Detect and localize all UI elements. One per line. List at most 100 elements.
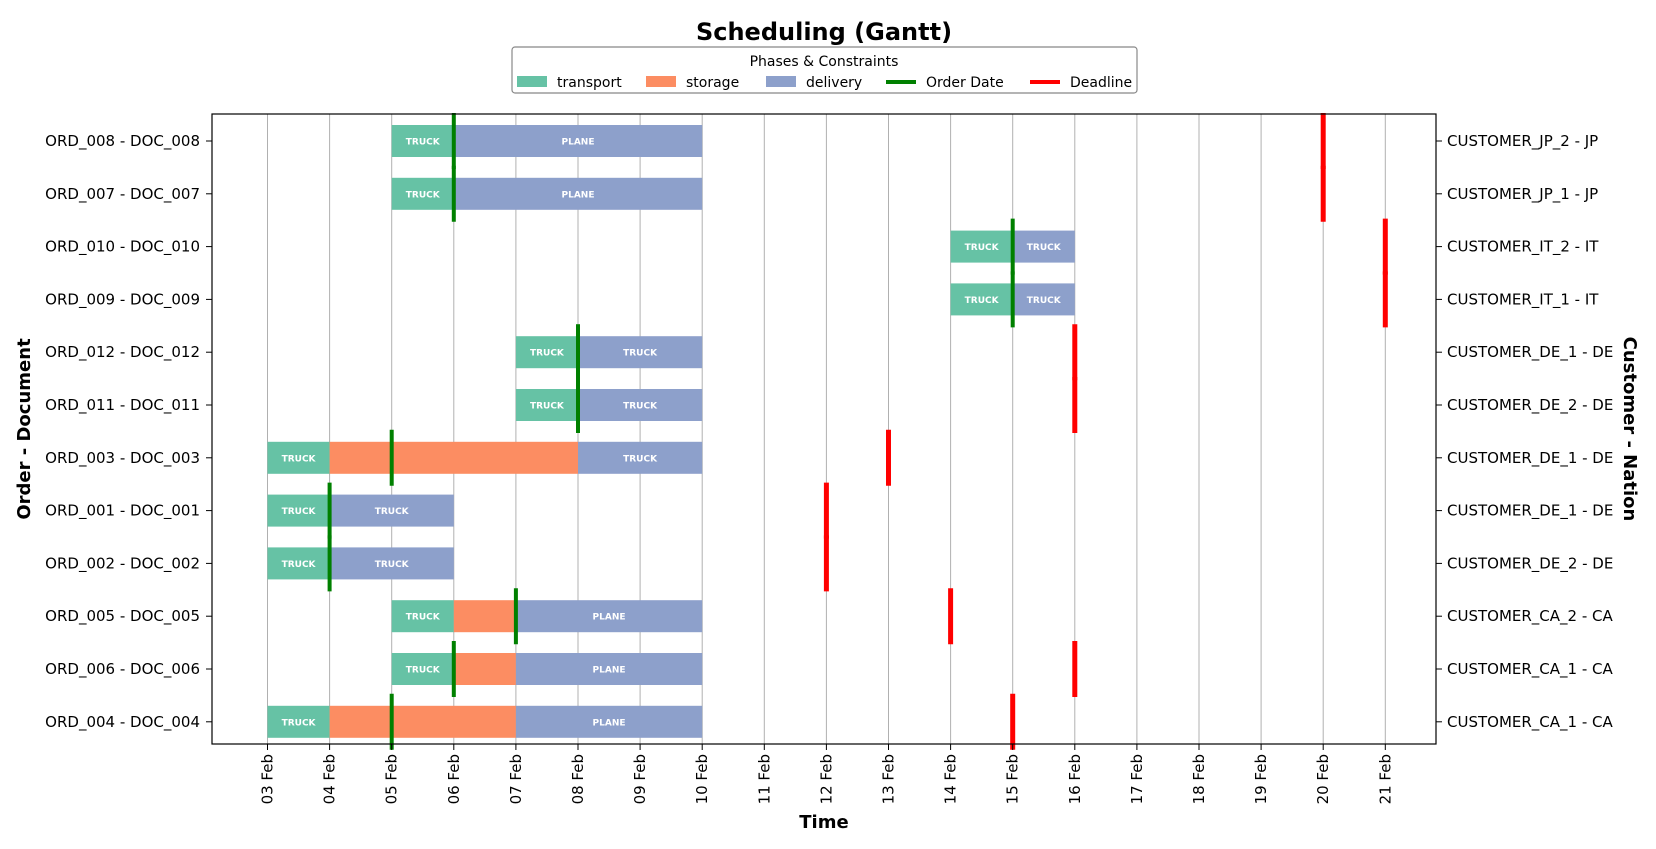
legend: Phases & Constraints transport storage del…	[511, 46, 1138, 94]
x-tick-label: 21 Feb	[1376, 754, 1394, 804]
y-axis-title-right: Customer - Nation	[1619, 337, 1640, 522]
row-label-left: ORD_001 - DOC_001	[45, 502, 200, 521]
transport-bar	[267, 494, 330, 527]
transport-bar	[267, 441, 330, 474]
transport-bar	[391, 125, 454, 157]
storage-bar	[453, 600, 516, 633]
delivery-bar	[329, 547, 454, 580]
transport-bar	[950, 283, 1013, 316]
row-label-left: ORD_009 - DOC_009	[45, 290, 200, 309]
bar-label: TRUCK	[965, 296, 1000, 306]
bar-label: TRUCK	[623, 402, 658, 412]
storage-bar	[329, 441, 578, 474]
bar-label: TRUCK	[623, 349, 658, 359]
delivery-bar	[329, 494, 454, 527]
delivery-bar	[1012, 230, 1075, 263]
row-label-right: CUSTOMER_JP_2 - JP	[1447, 132, 1598, 151]
legend-label: transport	[557, 75, 622, 91]
plot-frame	[211, 113, 1437, 745]
delivery-bar	[578, 336, 703, 369]
grid	[267, 114, 1386, 744]
bar-label: TRUCK	[406, 190, 441, 200]
row-label-left: ORD_002 - DOC_002	[45, 554, 200, 573]
transport-bar	[391, 653, 454, 685]
delivery-bar	[1012, 283, 1075, 316]
x-tick-label: 20 Feb	[1314, 754, 1332, 804]
x-tick-label: 17 Feb	[1128, 754, 1146, 804]
transport-bar	[391, 600, 454, 633]
legend-title: Phases & Constraints	[750, 54, 899, 70]
bar-label: PLANE	[562, 190, 595, 200]
transport-bar	[267, 705, 330, 738]
transport-bar	[950, 230, 1013, 263]
x-tick-label: 14 Feb	[942, 754, 960, 804]
delivery-bar	[515, 653, 703, 685]
bar-label: PLANE	[562, 138, 595, 148]
storage-bar	[329, 705, 516, 738]
x-tick-label: 09 Feb	[631, 754, 649, 804]
x-tick-label: 18 Feb	[1190, 754, 1208, 804]
x-tick-label: 07 Feb	[507, 754, 525, 804]
x-tick-label: 05 Feb	[383, 754, 401, 804]
y-axis-title-left: Order - Document	[14, 338, 35, 520]
legend-label: Order Date	[926, 75, 1004, 91]
bar-label: TRUCK	[406, 666, 441, 676]
row-label-right: CUSTOMER_DE_2 - DE	[1447, 396, 1613, 415]
delivery-bar	[515, 600, 703, 633]
x-tick-label: 11 Feb	[755, 754, 773, 804]
x-tick-label: 03 Feb	[259, 754, 277, 804]
bar-label: PLANE	[593, 613, 626, 623]
legend-label: storage	[686, 75, 739, 91]
row-label-right: CUSTOMER_DE_1 - DE	[1447, 449, 1613, 468]
y-axis-left: ORD_008 - DOC_008 ORD_007 - DOC_007 ORD_01…	[45, 132, 212, 732]
row-label-right: CUSTOMER_CA_2 - CA	[1447, 607, 1613, 626]
row-label-right: CUSTOMER_DE_2 - DE	[1447, 554, 1613, 573]
bar-label: TRUCK	[282, 454, 317, 464]
row-label-left: ORD_011 - DOC_011	[45, 396, 200, 415]
bar-label: TRUCK	[623, 454, 658, 464]
x-tick-label: 08 Feb	[569, 754, 587, 804]
x-tick-label: 12 Feb	[817, 754, 835, 804]
delivery-bar	[453, 177, 703, 210]
transport-bar	[391, 177, 454, 210]
x-axis-title: Time	[799, 812, 848, 833]
row-label-right: CUSTOMER_IT_2 - IT	[1447, 238, 1599, 257]
row-label-right: CUSTOMER_CA_1 - CA	[1447, 713, 1613, 732]
x-tick-label: 06 Feb	[445, 754, 463, 804]
delivery-bar	[453, 125, 703, 157]
bar-label: TRUCK	[375, 560, 410, 570]
row-label-right: CUSTOMER_DE_1 - DE	[1447, 343, 1613, 362]
row-label-left: ORD_004 - DOC_004	[45, 713, 200, 732]
bar-label: TRUCK	[375, 507, 410, 517]
bar-label: TRUCK	[282, 560, 317, 570]
transport-bar	[515, 389, 578, 421]
legend-label: Deadline	[1070, 75, 1132, 91]
bar-label: PLANE	[593, 718, 626, 728]
row-label-left: ORD_003 - DOC_003	[45, 449, 200, 468]
bar-label: TRUCK	[282, 718, 317, 728]
row-label-right: CUSTOMER_DE_1 - DE	[1447, 502, 1613, 521]
x-tick-label: 13 Feb	[880, 754, 898, 804]
legend-swatch-storage	[646, 76, 676, 87]
row-label-right: CUSTOMER_IT_1 - IT	[1447, 290, 1599, 309]
transport-bar	[515, 336, 578, 369]
bar-label: TRUCK	[965, 243, 1000, 253]
y-axis-right: CUSTOMER_JP_2 - JP CUSTOMER_JP_1 - JP CUST…	[1436, 132, 1613, 732]
bar-label: TRUCK	[406, 138, 441, 148]
bar-label: TRUCK	[1027, 243, 1062, 253]
bar-label: PLANE	[593, 666, 626, 676]
row-label-left: ORD_010 - DOC_010	[45, 238, 200, 257]
storage-bar	[453, 653, 516, 685]
date-markers	[327, 113, 1388, 750]
x-tick-label: 19 Feb	[1252, 754, 1270, 804]
row-label-left: ORD_008 - DOC_008	[45, 132, 200, 151]
row-label-left: ORD_006 - DOC_006	[45, 660, 200, 679]
x-axis: 03 Feb 04 Feb 05 Feb 06 Feb 07 Feb 08 Feb 09 F…	[259, 744, 1394, 804]
legend-label: delivery	[806, 75, 862, 91]
row-label-right: CUSTOMER_JP_1 - JP	[1447, 185, 1598, 204]
bars: TRUCK PLANE TRUCK PLANE TRUCK TRUCK TRUCK TRUCK…	[267, 125, 1075, 738]
bar-label: TRUCK	[1027, 296, 1062, 306]
x-tick-label: 10 Feb	[693, 754, 711, 804]
bar-label: TRUCK	[530, 349, 565, 359]
